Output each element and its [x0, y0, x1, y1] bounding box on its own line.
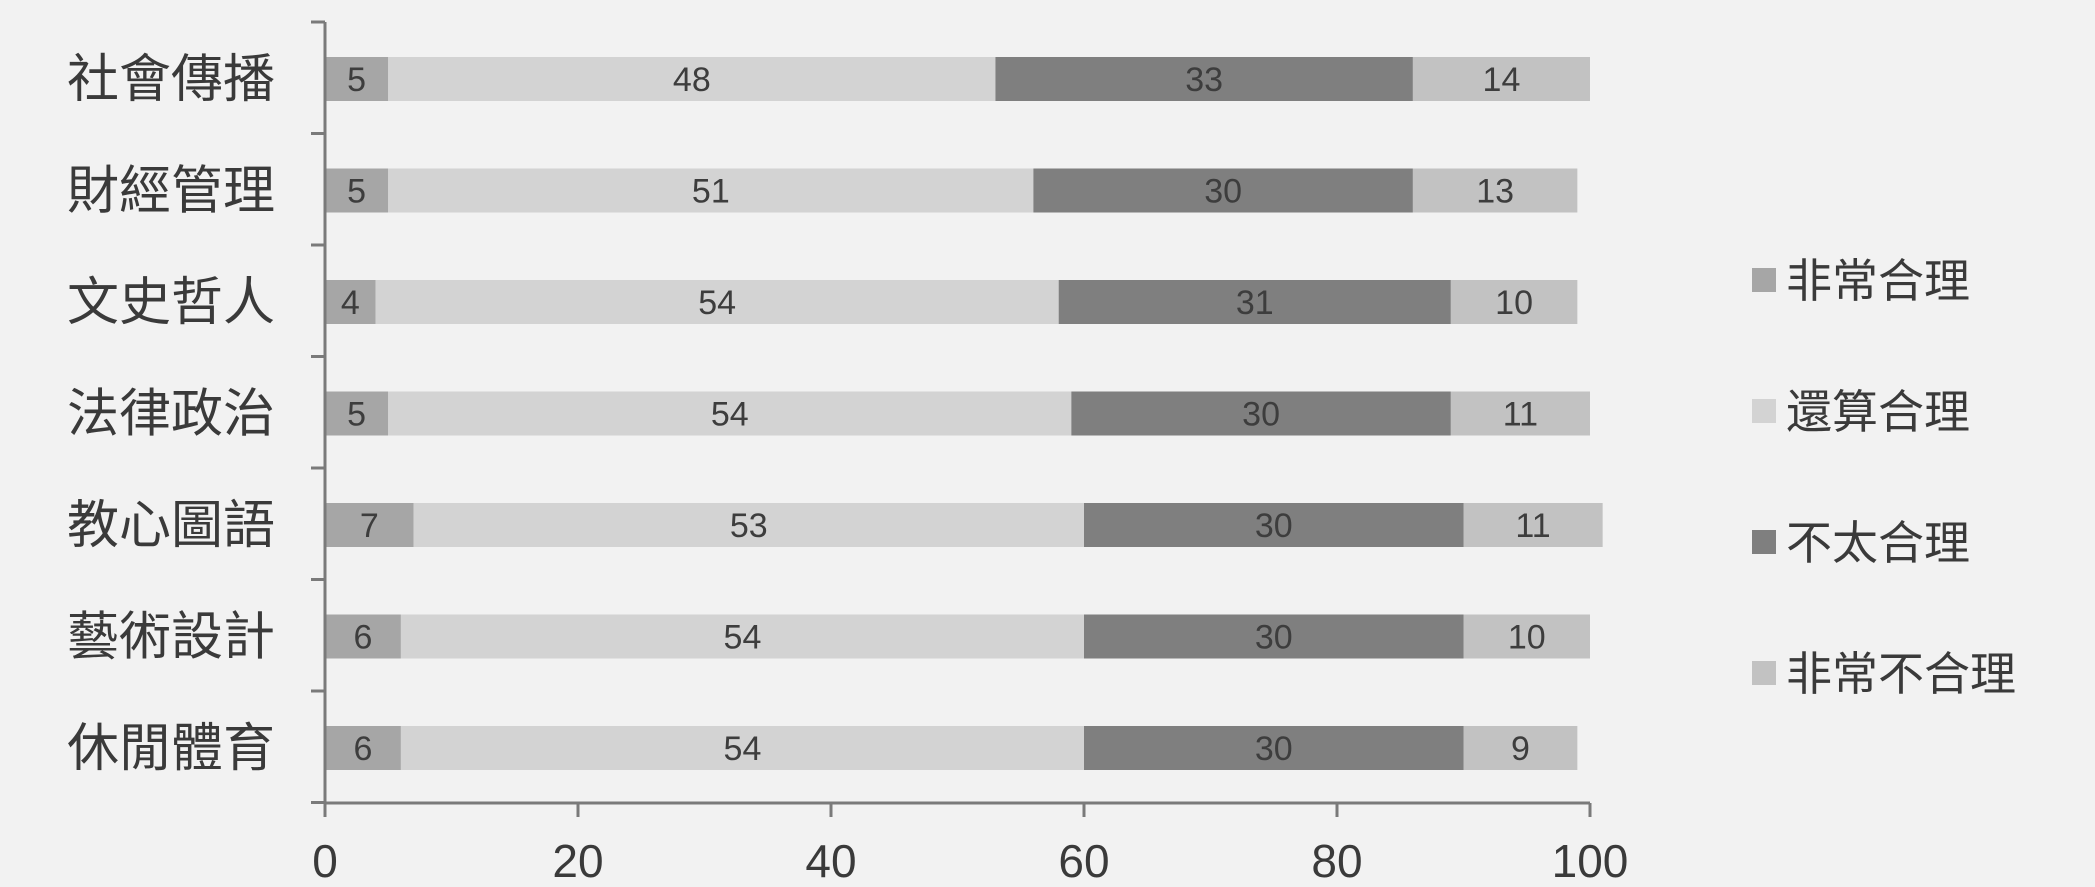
- data-label: 54: [698, 284, 736, 322]
- data-label: 11: [1515, 507, 1550, 545]
- data-label: 9: [1511, 730, 1530, 768]
- bar-segment: [325, 168, 389, 213]
- category-label: 財經管理: [67, 162, 275, 222]
- data-label: 53: [730, 507, 768, 545]
- data-label: 54: [711, 396, 749, 434]
- category-label: 社會傳播: [67, 50, 275, 110]
- bar-segment: [1463, 614, 1590, 659]
- data-label: 11: [1503, 396, 1538, 434]
- bar-segment: [1071, 391, 1451, 436]
- legend-swatch: [1752, 399, 1776, 423]
- x-tick-label: 40: [805, 835, 856, 887]
- data-label: 7: [360, 507, 379, 545]
- bar-segment: [325, 614, 401, 659]
- bar-segment: [388, 57, 996, 101]
- bar-segment: [413, 503, 1084, 547]
- legend-label: 非常合理: [1786, 254, 1970, 308]
- data-label: 54: [724, 730, 762, 768]
- bar-segment: [1084, 726, 1464, 770]
- data-label: 5: [347, 396, 366, 434]
- category-label: 法律政治: [67, 385, 275, 445]
- bar-segment: [400, 726, 1084, 770]
- data-label: 33: [1185, 61, 1223, 99]
- x-tick-label: 0: [312, 835, 338, 887]
- bar-segment: [1084, 614, 1464, 659]
- bar-segment: [388, 168, 1034, 213]
- x-tick-label: 100: [1552, 835, 1629, 887]
- legend-label: 還算合理: [1786, 385, 1970, 439]
- bar-segment: [1463, 503, 1603, 547]
- data-label: 13: [1476, 173, 1514, 211]
- bar-segment: [1058, 280, 1451, 324]
- data-label: 5: [347, 61, 366, 99]
- bar-segment: [1450, 280, 1578, 324]
- bar-segment: [1412, 57, 1590, 101]
- legend-label: 不太合理: [1786, 516, 1970, 570]
- data-label: 4: [341, 284, 360, 322]
- data-label: 31: [1236, 284, 1274, 322]
- x-tick-label: 80: [1311, 835, 1362, 887]
- bar-segment: [995, 57, 1413, 101]
- bar-segment: [400, 614, 1084, 659]
- data-label: 30: [1255, 619, 1293, 657]
- bar-segment: [375, 280, 1059, 324]
- bar-segment: [1412, 168, 1578, 213]
- data-label: 30: [1255, 507, 1293, 545]
- category-label: 文史哲人: [67, 273, 275, 333]
- bar-segment: [325, 726, 401, 770]
- category-label: 教心圖語: [67, 496, 275, 556]
- axes-group: [311, 20, 1592, 817]
- data-label: 30: [1204, 173, 1242, 211]
- data-label: 48: [673, 61, 711, 99]
- category-label: 休閒體育: [67, 719, 275, 779]
- bar-segment: [1463, 726, 1578, 770]
- legend-label: 非常不合理: [1786, 647, 2016, 701]
- bars-group: 5 48 33 14 5 51 30 13 4 54 31 10 5 54 30 11 7 53 30 11 6 54 30…: [325, 57, 1603, 770]
- legend-swatch: [1752, 661, 1776, 685]
- bar-segment: [325, 503, 414, 547]
- bar-segment: [325, 391, 389, 436]
- data-label: 10: [1495, 284, 1533, 322]
- bar-segment: [1450, 391, 1590, 436]
- legend-swatch: [1752, 530, 1776, 554]
- data-label: 14: [1483, 61, 1521, 99]
- data-label: 6: [353, 730, 372, 768]
- bar-segment: [1084, 503, 1464, 547]
- data-label: 54: [724, 619, 762, 657]
- data-label: 10: [1508, 619, 1546, 657]
- bar-segment: [325, 57, 389, 101]
- legend-swatch: [1752, 268, 1776, 292]
- bar-segment: [388, 391, 1072, 436]
- x-tick-label: 20: [552, 835, 603, 887]
- data-label: 5: [347, 173, 366, 211]
- x-tick-labels: 0 20 40 60 80 100: [312, 835, 1628, 887]
- data-label: 30: [1242, 396, 1280, 434]
- data-label: 30: [1255, 730, 1293, 768]
- bar-segment: [325, 280, 376, 324]
- x-tick-label: 60: [1058, 835, 1109, 887]
- category-label: 藝術設計: [67, 608, 275, 668]
- bar-segment: [1033, 168, 1413, 213]
- data-label: 6: [353, 619, 372, 657]
- data-label: 51: [692, 173, 730, 211]
